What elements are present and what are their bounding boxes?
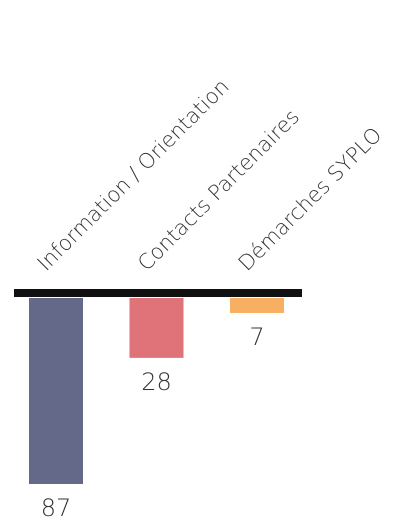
data-label: 7 [249,323,264,351]
data-label: 28 [141,368,172,396]
category-label: Contacts Partenaires [133,105,304,276]
category-label: Information / Orientation [33,74,234,275]
bar [230,298,284,313]
bar [29,298,83,484]
data-label: 87 [41,494,72,522]
bar [129,298,184,358]
